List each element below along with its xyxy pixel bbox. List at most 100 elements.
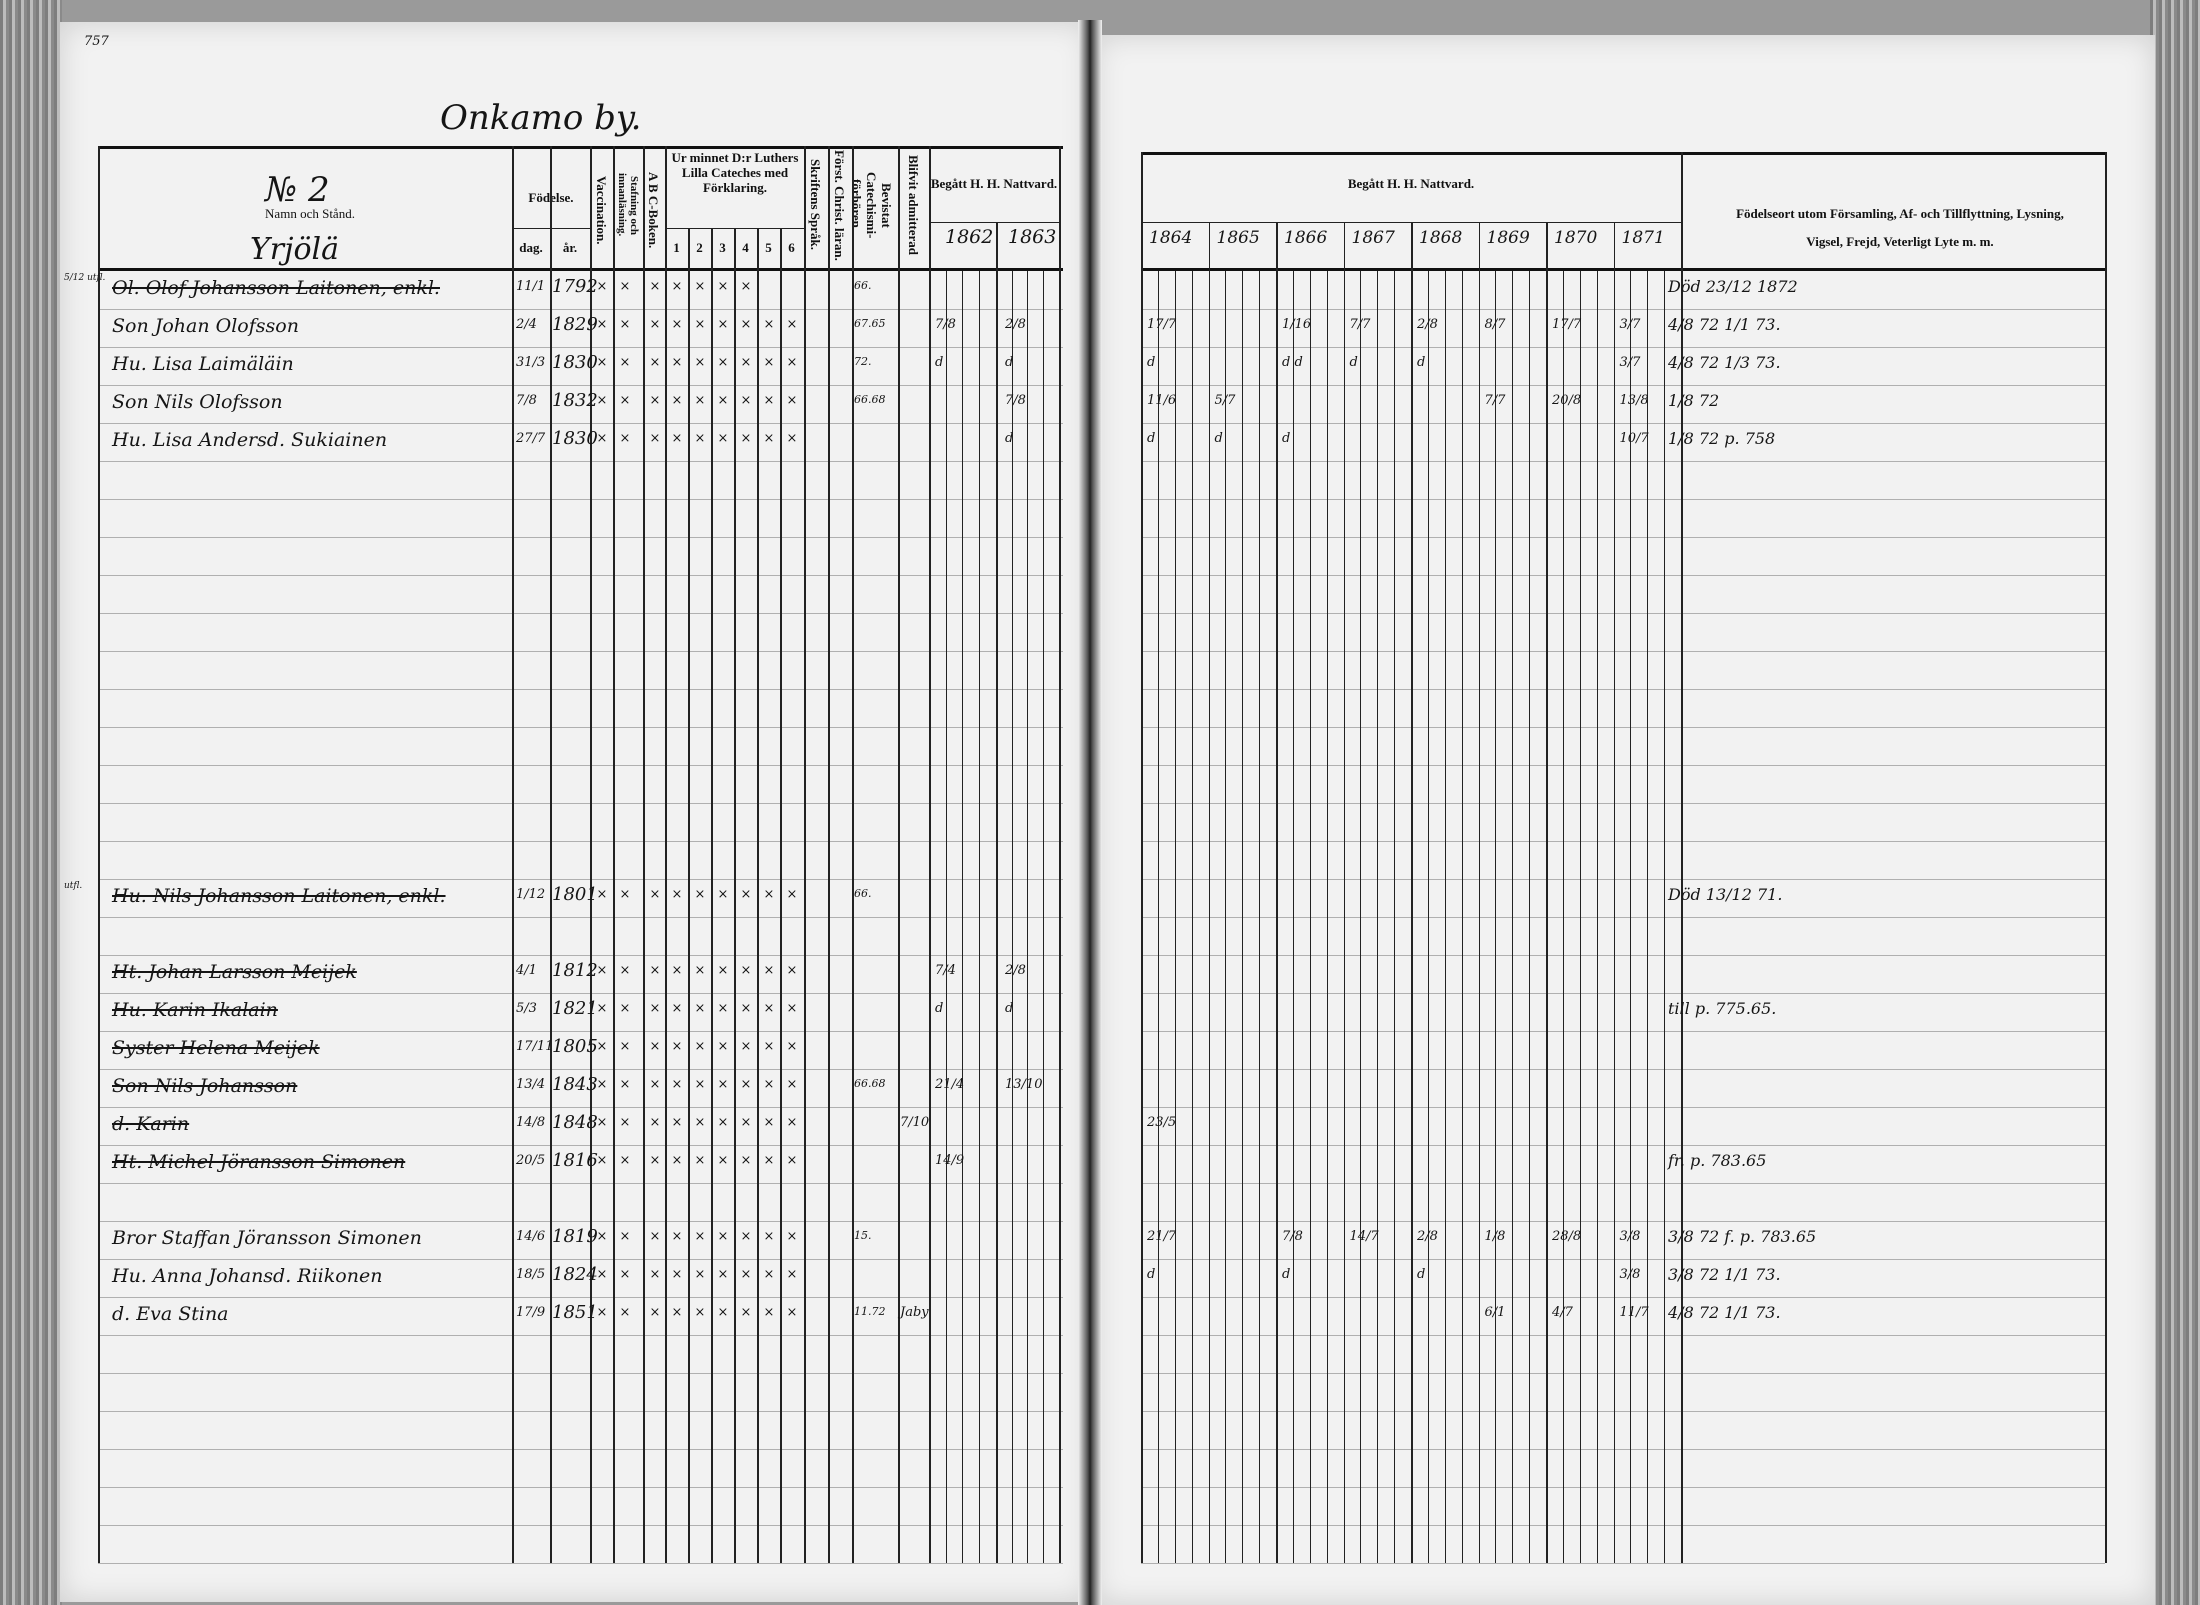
check-mark: × bbox=[786, 1077, 798, 1092]
column-rule bbox=[1208, 222, 1210, 1563]
row-rule bbox=[1141, 1563, 2105, 1564]
person-name: Hu. Lisa Laimäläin bbox=[112, 353, 294, 375]
attended-value: 66.68 bbox=[854, 1077, 886, 1090]
row-rule bbox=[98, 1297, 1063, 1298]
header-year: 1868 bbox=[1419, 228, 1463, 248]
communion-entry: 6/1 bbox=[1484, 1305, 1506, 1320]
check-mark: × bbox=[717, 887, 729, 902]
header-year-1863: 1863 bbox=[1008, 226, 1057, 248]
row-rule bbox=[1141, 993, 2105, 994]
check-mark: × bbox=[694, 1001, 706, 1016]
sub-column-rule bbox=[1427, 271, 1429, 1563]
check-mark: × bbox=[671, 431, 683, 446]
check-mark: × bbox=[619, 1153, 631, 1168]
check-mark: × bbox=[786, 963, 798, 978]
check-mark: × bbox=[619, 393, 631, 408]
row-rule bbox=[1141, 385, 2105, 386]
header-top-rule bbox=[98, 146, 1063, 149]
sub-column-rule bbox=[1512, 271, 1514, 1563]
check-mark: × bbox=[740, 431, 752, 446]
communion-entry: d bbox=[1214, 431, 1223, 446]
header-year: 1865 bbox=[1216, 228, 1260, 248]
check-mark: × bbox=[763, 355, 775, 370]
communion-1863: 2/8 bbox=[1005, 963, 1026, 978]
page-number: 757 bbox=[84, 34, 109, 49]
check-mark: × bbox=[717, 279, 729, 294]
check-mark: × bbox=[649, 887, 661, 902]
farm-name: Yrjölä bbox=[250, 232, 339, 267]
row-rule bbox=[1141, 309, 2105, 310]
check-mark: × bbox=[619, 1229, 631, 1244]
row-rule bbox=[1141, 879, 2105, 880]
check-mark: × bbox=[694, 393, 706, 408]
right-header-top-rule bbox=[1141, 152, 2105, 155]
communion-1862: 14/9 bbox=[935, 1153, 965, 1168]
check-mark: × bbox=[717, 963, 729, 978]
column-rule bbox=[590, 146, 592, 1563]
check-mark: × bbox=[619, 1001, 631, 1016]
check-mark: × bbox=[740, 887, 752, 902]
header-catechism-part: 1 bbox=[673, 240, 680, 255]
row-rule bbox=[1141, 803, 2105, 804]
birth-day: 13/4 bbox=[516, 1077, 546, 1092]
check-mark: × bbox=[740, 1305, 752, 1320]
header-abc: A B C-Boken. bbox=[646, 171, 661, 249]
communion-entry: 7/8 bbox=[1282, 1229, 1303, 1244]
sub-column-rule bbox=[1174, 271, 1176, 1563]
column-rule bbox=[643, 146, 645, 1563]
row-rule bbox=[98, 765, 1063, 766]
row-rule bbox=[98, 1487, 1063, 1488]
check-mark: × bbox=[763, 1077, 775, 1092]
check-mark: × bbox=[717, 393, 729, 408]
check-mark: × bbox=[671, 1229, 683, 1244]
row-rule bbox=[98, 1335, 1063, 1336]
remark-note: 4/8 72 1/3 73. bbox=[1668, 353, 1781, 372]
right-page bbox=[1095, 35, 2155, 1605]
communion-entry: d d bbox=[1282, 355, 1303, 370]
communion-entry: 7/7 bbox=[1349, 317, 1371, 332]
check-mark: × bbox=[596, 317, 608, 332]
check-mark: × bbox=[740, 279, 752, 294]
column-rule bbox=[804, 146, 806, 1563]
column-rule bbox=[734, 228, 736, 1563]
row-rule bbox=[98, 385, 1063, 386]
check-mark: × bbox=[740, 963, 752, 978]
communion-1862: 7/8 bbox=[935, 317, 956, 332]
birth-year: 1824 bbox=[552, 1264, 598, 1285]
check-mark: × bbox=[786, 1153, 798, 1168]
check-mark: × bbox=[671, 1115, 683, 1130]
check-mark: × bbox=[786, 1001, 798, 1016]
check-mark: × bbox=[694, 963, 706, 978]
sub-column-rule bbox=[945, 271, 947, 1563]
remark-note: Död 13/12 71. bbox=[1668, 885, 1783, 904]
sub-column-rule bbox=[1027, 271, 1029, 1563]
communion-entry: 11/7 bbox=[1619, 1305, 1649, 1320]
communion-entry: 3/7 bbox=[1619, 355, 1641, 370]
check-mark: × bbox=[671, 1001, 683, 1016]
check-mark: × bbox=[740, 1153, 752, 1168]
sub-column-rule bbox=[1444, 271, 1446, 1563]
remark-note: 3/8 72 f. p. 783.65 bbox=[1668, 1227, 1817, 1246]
communion-1863: d bbox=[1005, 355, 1014, 370]
row-rule bbox=[1141, 537, 2105, 538]
communion-entry: d bbox=[1147, 355, 1156, 370]
admitted-value: Jaby bbox=[900, 1305, 929, 1320]
row-rule bbox=[98, 1031, 1063, 1032]
check-mark: × bbox=[786, 431, 798, 446]
check-mark: × bbox=[694, 1153, 706, 1168]
sub-column-rule bbox=[1191, 271, 1193, 1563]
check-mark: × bbox=[649, 1267, 661, 1282]
row-rule bbox=[98, 955, 1063, 956]
check-mark: × bbox=[717, 1115, 729, 1130]
column-rule bbox=[2105, 152, 2107, 1563]
sub-column-rule bbox=[1326, 271, 1328, 1563]
birth-year: 1848 bbox=[552, 1112, 598, 1133]
birth-day: 20/5 bbox=[516, 1153, 546, 1168]
check-mark: × bbox=[717, 1077, 729, 1092]
sub-column-rule bbox=[1394, 271, 1396, 1563]
communion-entry: 28/8 bbox=[1552, 1229, 1582, 1244]
row-rule bbox=[98, 1259, 1063, 1260]
row-rule bbox=[1141, 1487, 2105, 1488]
column-rule bbox=[1411, 222, 1413, 1563]
check-mark: × bbox=[671, 1039, 683, 1054]
